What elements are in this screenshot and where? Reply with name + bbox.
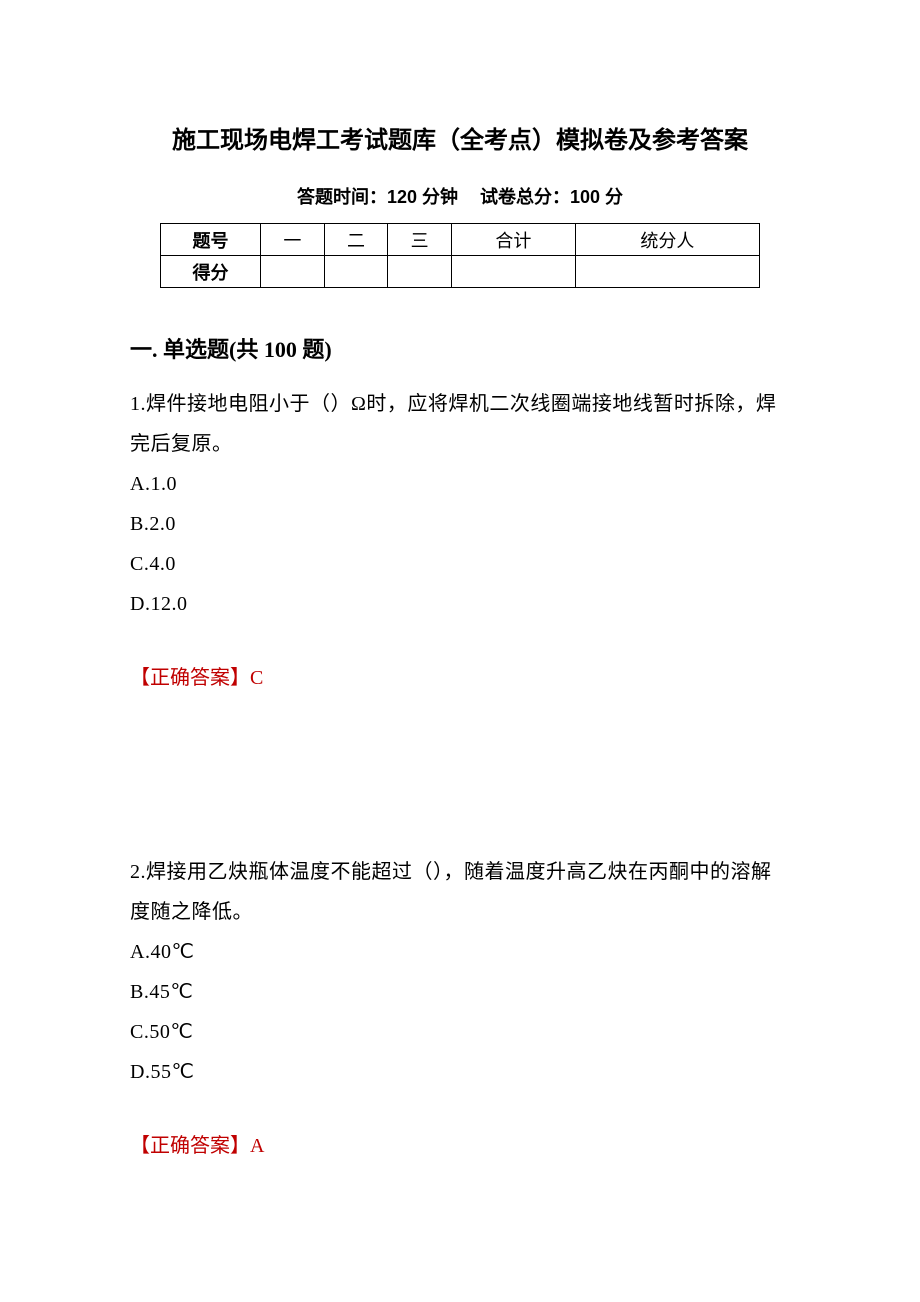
exam-meta-line: 答题时间：120 分钟 试卷总分：100 分 [130,183,790,209]
time-value: 120 分钟 [387,187,458,207]
total-label: 试卷总分： [480,187,570,207]
page-title: 施工现场电焊工考试题库（全考点）模拟卷及参考答案 [130,120,790,155]
option-a: A.1.0 [130,464,790,504]
cell-二: 二 [324,224,388,256]
table-row: 得分 [161,256,760,288]
cell-合计: 合计 [451,224,575,256]
question-block-1: 1.焊件接地电阻小于（）Ω时，应将焊机二次线圈端接地线暂时拆除，焊完后复原。 A… [130,384,790,698]
score-table: 题号 一 二 三 合计 统分人 得分 [160,223,760,288]
cell-blank [324,256,388,288]
cell-blank [451,256,575,288]
cell-三: 三 [388,224,452,256]
option-b: B.2.0 [130,504,790,544]
cell-blank [388,256,452,288]
question-block-2: 2.焊接用乙炔瓶体温度不能超过（），随着温度升高乙炔在丙酮中的溶解度随之降低。 … [130,852,790,1166]
answer-text: 【正确答案】A [130,1126,790,1166]
option-c: C.50℃ [130,1012,790,1052]
option-b: B.45℃ [130,972,790,1012]
cell-题号: 题号 [161,224,261,256]
table-row: 题号 一 二 三 合计 统分人 [161,224,760,256]
question-text: 2.焊接用乙炔瓶体温度不能超过（），随着温度升高乙炔在丙酮中的溶解度随之降低。 [130,852,790,932]
cell-blank [261,256,325,288]
cell-统分人: 统分人 [575,224,759,256]
answer-text: 【正确答案】C [130,658,790,698]
section-title: 一. 单选题(共 100 题) [130,332,790,364]
cell-blank [575,256,759,288]
cell-得分: 得分 [161,256,261,288]
option-d: D.12.0 [130,584,790,624]
cell-一: 一 [261,224,325,256]
option-a: A.40℃ [130,932,790,972]
option-c: C.4.0 [130,544,790,584]
question-text: 1.焊件接地电阻小于（）Ω时，应将焊机二次线圈端接地线暂时拆除，焊完后复原。 [130,384,790,464]
time-label: 答题时间： [297,187,387,207]
total-value: 100 分 [570,187,623,207]
option-d: D.55℃ [130,1052,790,1092]
